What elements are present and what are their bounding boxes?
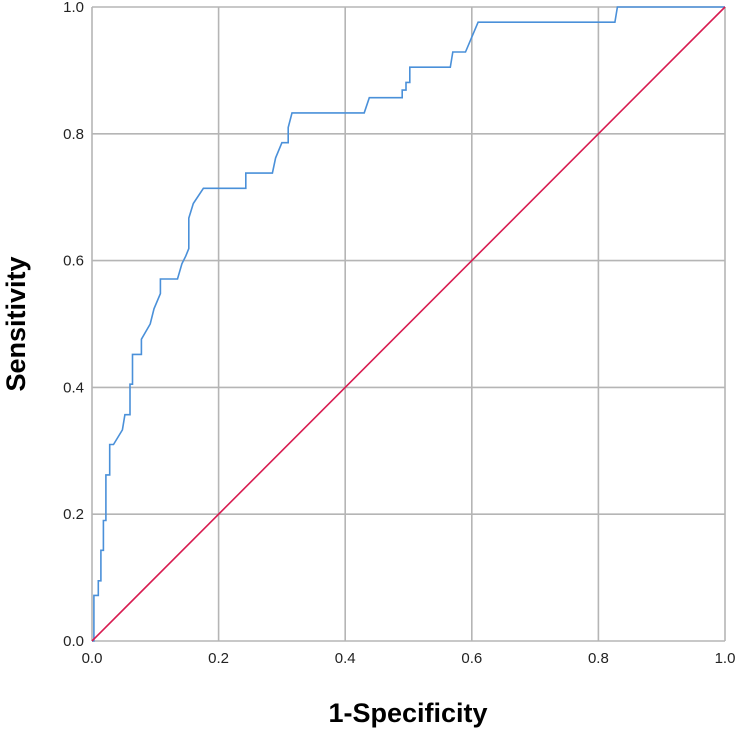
- x-tick-label-5: 1.0: [715, 650, 736, 667]
- x-tick-label-4: 0.8: [588, 650, 609, 667]
- tick-labels: 0.0 0.2 0.4 0.6 0.8 1.0 0.0 0.2 0.4 0.6 0.8 1.0: [63, 0, 735, 667]
- x-tick-label-3: 0.6: [461, 650, 482, 667]
- x-tick-label-1: 0.2: [208, 650, 229, 667]
- x-tick-label-2: 0.4: [335, 650, 356, 667]
- y-tick-label-1: 0.2: [63, 506, 84, 523]
- y-tick-label-0: 0.0: [63, 633, 84, 650]
- reference-diagonal-line: [91, 6, 726, 642]
- roc-curve-line: [92, 6, 725, 642]
- chart-series: [91, 6, 726, 642]
- y-tick-label-4: 0.8: [63, 126, 84, 143]
- x-tick-label-0: 0.0: [82, 650, 103, 667]
- y-tick-label-2: 0.4: [63, 379, 84, 396]
- x-axis-title: 1-Specificity: [328, 698, 487, 728]
- y-tick-label-5: 1.0: [63, 0, 84, 16]
- y-axis-title: Sensitivity: [1, 256, 31, 391]
- y-tick-label-3: 0.6: [63, 253, 84, 270]
